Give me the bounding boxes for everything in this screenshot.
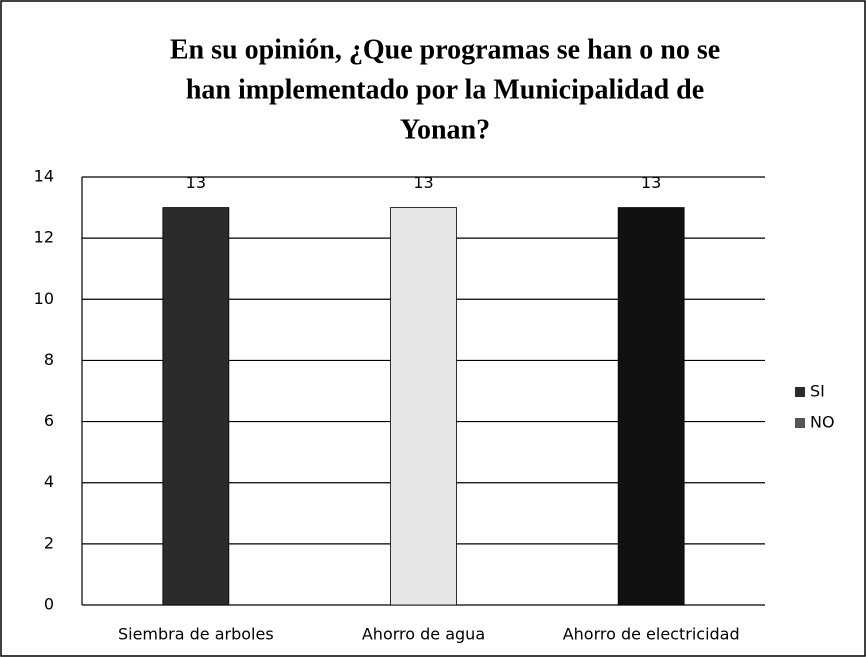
- y-tick-label: 2: [44, 533, 54, 552]
- y-tick-label: 0: [44, 595, 54, 614]
- x-tick-label: Siembra de arboles: [118, 625, 274, 644]
- y-tick-label: 14: [34, 167, 54, 186]
- y-tick-label: 4: [44, 472, 54, 491]
- bar: [162, 207, 230, 606]
- y-tick-label: 8: [44, 350, 54, 369]
- chart-title: Yonan?: [400, 114, 490, 145]
- chart-title: han implementado por la Municipalidad de: [186, 74, 704, 105]
- data-label: 13: [641, 173, 661, 192]
- legend-label: SI: [810, 382, 825, 401]
- legend-label: NO: [810, 413, 835, 432]
- data-label: 13: [413, 173, 433, 192]
- y-tick-label: 12: [34, 228, 54, 247]
- data-label: 13: [186, 173, 206, 192]
- legend-swatch: [795, 387, 805, 397]
- bar: [390, 207, 457, 606]
- bar: [617, 207, 685, 606]
- y-tick-label: 10: [34, 289, 54, 308]
- legend-swatch: [795, 418, 805, 428]
- chart-title: En su opinión, ¿Que programas se han o n…: [170, 34, 720, 65]
- y-tick-label: 6: [44, 411, 54, 430]
- x-tick-label: Ahorro de agua: [362, 625, 485, 644]
- x-tick-label: Ahorro de electricidad: [563, 625, 740, 644]
